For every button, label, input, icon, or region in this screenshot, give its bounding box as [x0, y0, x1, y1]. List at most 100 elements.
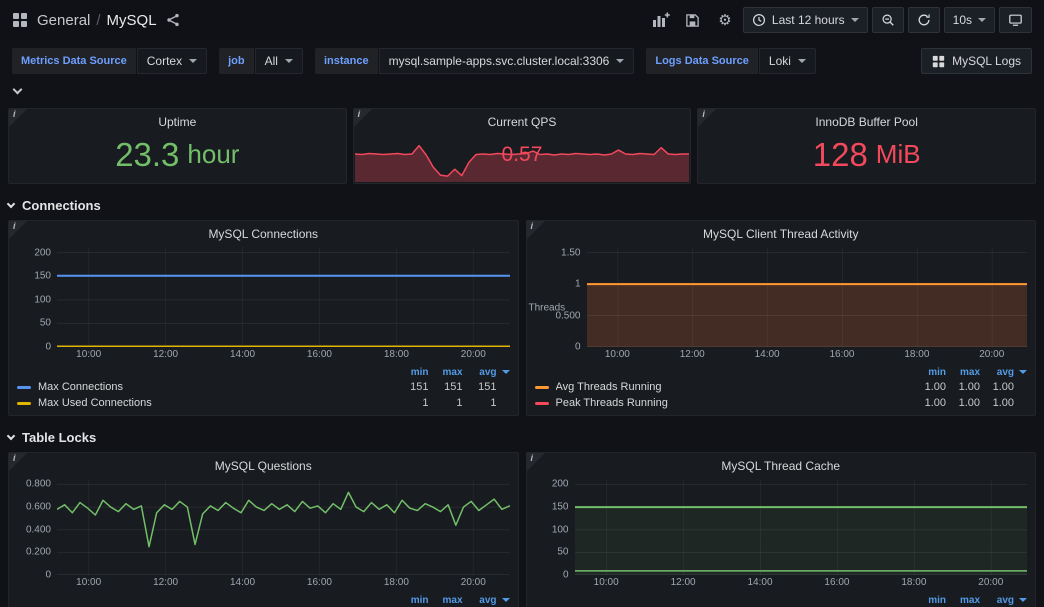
legend-row: Peak Threads Running 1.00 1.00 1.00: [534, 395, 1028, 411]
variable-value-dropdown[interactable]: Cortex: [136, 48, 208, 74]
chevron-down-icon: [6, 431, 16, 440]
panel-title[interactable]: MySQL Connections: [208, 227, 319, 241]
series-min: 1.00: [924, 397, 946, 409]
panel-title[interactable]: MySQL Client Thread Activity: [703, 227, 859, 241]
y-axis-labels: 0 0.200 0.400 0.600 0.800: [25, 478, 51, 581]
series-max: 151: [444, 381, 463, 393]
legend-row: Avg Threads Running 1.00 1.00 1.00: [534, 379, 1028, 395]
series-avg: 1: [490, 397, 497, 409]
refresh-icon: [917, 13, 931, 27]
legend: min max avg Max Connections 151 151 151 …: [17, 365, 510, 411]
panel-title[interactable]: Current QPS: [487, 115, 557, 129]
chart-thread-activity[interactable]: [586, 247, 1027, 347]
panel-title[interactable]: MySQL Thread Cache: [721, 459, 841, 473]
share-dashboard-icon[interactable]: [166, 13, 180, 27]
info-icon[interactable]: i: [9, 453, 27, 471]
info-icon[interactable]: i: [9, 221, 27, 239]
chart-mysql-questions[interactable]: [57, 479, 510, 575]
series-color-swatch: [534, 385, 549, 389]
variable-value-dropdown[interactable]: All: [254, 48, 303, 74]
save-dashboard-button[interactable]: [679, 6, 707, 34]
dashboards-grid-icon[interactable]: [12, 12, 28, 28]
legend-avg-header[interactable]: avg: [479, 366, 497, 378]
refresh-interval-picker[interactable]: 10s: [943, 7, 995, 33]
chart-mysql-connections[interactable]: [57, 247, 510, 347]
series-name[interactable]: Max Used Connections: [38, 397, 152, 409]
monitor-icon: [1008, 13, 1023, 27]
dashboard-settings-button[interactable]: ⚙: [711, 6, 739, 34]
panel-title[interactable]: Uptime: [158, 115, 197, 129]
stat-value: 0.57: [501, 142, 543, 166]
refresh-button[interactable]: [907, 7, 940, 33]
stat-value: 23.3 hour: [115, 135, 240, 173]
variable-value-dropdown[interactable]: mysql.sample-apps.svc.cluster.local:3306: [378, 48, 635, 74]
x-axis-labels: 10:00 12:00 14:00 16:00 18:00 20:00: [76, 349, 486, 360]
sort-chevron-icon: [1014, 370, 1027, 374]
legend-min-header[interactable]: min: [928, 366, 946, 378]
series-avg: 1.00: [992, 397, 1014, 409]
section-connections[interactable]: Connections: [6, 196, 1036, 214]
x-axis-labels: 10:00 12:00 14:00 16:00 18:00 20:00: [593, 577, 1004, 588]
y-axis-labels: Threads 0 0.500 1 1.50: [528, 247, 581, 353]
chevron-down-icon: [797, 59, 806, 63]
series-color-swatch: [17, 385, 31, 389]
legend-min-header[interactable]: min: [410, 594, 429, 606]
time-range-picker[interactable]: Last 12 hours: [742, 7, 868, 33]
chevron-down-icon: [189, 59, 198, 63]
legend-max-header[interactable]: max: [959, 594, 980, 606]
legend-header: min max avg: [17, 593, 510, 607]
panel-mysql-client-thread-activity: i MySQL Client Thread Activity Threads 0…: [525, 220, 1036, 416]
variable-label: job: [219, 48, 254, 74]
info-icon[interactable]: i: [526, 453, 545, 471]
row-collapse-toggle[interactable]: [0, 82, 1044, 100]
series-max: 1.00: [958, 381, 980, 393]
y-axis-labels: 0 50 100 150 200: [34, 247, 51, 353]
series-max: 1: [456, 397, 463, 409]
series-name[interactable]: Max Connections: [38, 381, 123, 393]
info-icon[interactable]: i: [526, 221, 545, 239]
legend-max-header[interactable]: max: [442, 594, 463, 606]
legend-min-header[interactable]: min: [410, 366, 429, 378]
chart-mysql-thread-cache[interactable]: [574, 479, 1027, 575]
legend-max-header[interactable]: max: [442, 366, 463, 378]
panel-title[interactable]: InnoDB Buffer Pool: [815, 115, 918, 129]
x-axis-labels: 10:00 12:00 14:00 16:00 18:00 20:00: [604, 349, 1005, 360]
section-table-locks[interactable]: Table Locks: [6, 428, 1036, 446]
variable-metrics-datasource: Metrics Data Source Cortex: [12, 48, 208, 74]
variable-value-dropdown[interactable]: Loki: [758, 48, 816, 74]
grid-icon: [932, 55, 945, 68]
top-navbar: General / MySQL ⚙: [0, 0, 1044, 40]
panel-title[interactable]: MySQL Questions: [214, 459, 312, 473]
legend-avg-header[interactable]: avg: [479, 594, 497, 606]
variable-label: instance: [314, 48, 378, 74]
legend-min-header[interactable]: min: [928, 594, 946, 606]
breadcrumb-dashboard[interactable]: MySQL: [106, 11, 157, 29]
add-panel-button[interactable]: [647, 6, 675, 34]
info-icon[interactable]: i: [9, 109, 27, 127]
panel-innodb-buffer-pool: i InnoDB Buffer Pool 128 MiB: [697, 108, 1036, 184]
table-locks-row: i MySQL Questions 0 0.200 0.400 0.600 0.800 …: [8, 452, 1036, 607]
series-avg: 1.00: [992, 381, 1014, 393]
legend-avg-header[interactable]: avg: [996, 366, 1014, 378]
info-icon[interactable]: i: [698, 109, 717, 127]
series-min: 1: [422, 397, 429, 409]
cycle-view-mode-button[interactable]: [999, 7, 1032, 33]
info-icon[interactable]: i: [353, 109, 372, 127]
series-name[interactable]: Avg Threads Running: [555, 381, 662, 393]
mysql-logs-button[interactable]: MySQL Logs: [921, 48, 1032, 74]
time-range-label: Last 12 hours: [771, 13, 845, 27]
series-avg: 151: [478, 381, 497, 393]
variable-logs-datasource: Logs Data Source Loki: [646, 48, 816, 74]
breadcrumb-folder[interactable]: General: [37, 11, 91, 29]
panel-current-qps: i Current QPS 0.57: [352, 108, 692, 184]
panel-mysql-connections: i MySQL Connections 0 50 100 150 200 10:00 12…: [8, 220, 519, 416]
legend-max-header[interactable]: max: [959, 366, 980, 378]
section-title: Table Locks: [22, 429, 97, 445]
panel-uptime: i Uptime 23.3 hour: [8, 108, 347, 184]
legend-avg-header[interactable]: avg: [996, 594, 1014, 606]
series-color-swatch: [534, 401, 549, 405]
series-name[interactable]: Peak Threads Running: [555, 397, 668, 409]
zoom-out-time-button[interactable]: [871, 7, 904, 33]
chevron-down-icon: [616, 59, 625, 63]
